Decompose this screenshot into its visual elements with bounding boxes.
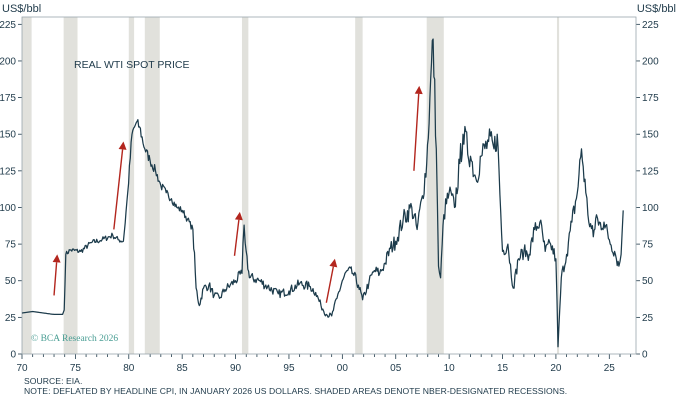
y-tick-left-label-200: 200 <box>0 56 16 67</box>
arrows-group <box>52 85 423 303</box>
y-tick-right-label-200: 200 <box>642 56 659 67</box>
x-tick-label-80: 80 <box>123 363 135 374</box>
x-tick-label-75: 75 <box>70 363 82 374</box>
y-tick-left-label-100: 100 <box>0 203 16 214</box>
x-tick-label-25: 25 <box>604 363 616 374</box>
red-arrow-shaft-4 <box>413 93 420 171</box>
y-tick-left-label-150: 150 <box>0 130 16 141</box>
recession-band-6 <box>426 17 444 354</box>
recession-band-1 <box>63 17 78 354</box>
source-note: SOURCE: EIA. <box>24 376 83 386</box>
x-axis-ticks: 70 75 80 85 90 95 00 05 10 15 20 25 <box>16 354 632 374</box>
y-tick-right-label-0: 0 <box>642 350 648 361</box>
red-arrow-head-3 <box>329 258 338 268</box>
y-tick-left-label-225: 225 <box>0 20 16 31</box>
y-axis-ticks: 0 0 25 25 50 50 75 75 100 100 125 125 150 150 175 175 20… <box>0 20 659 361</box>
y-tick-left-label-0: 0 <box>10 350 16 361</box>
red-arrow-head-1 <box>118 141 127 150</box>
right-axis-unit: US$/bbl <box>636 3 676 15</box>
y-tick-right-label-50: 50 <box>642 276 654 287</box>
red-arrow-shaft-3 <box>325 266 335 303</box>
y-tick-left-label-125: 125 <box>0 166 16 177</box>
y-tick-right-label-75: 75 <box>642 240 654 251</box>
recession-band-2 <box>128 17 135 354</box>
x-tick-label-70: 70 <box>16 363 28 374</box>
x-tick-label-05: 05 <box>390 363 402 374</box>
recession-shading-group <box>22 17 560 354</box>
x-tick-label-95: 95 <box>283 363 295 374</box>
recession-band-4 <box>241 17 249 354</box>
red-arrow-shaft-0 <box>53 262 58 296</box>
recession-band-5 <box>355 17 363 354</box>
y-tick-right-label-100: 100 <box>642 203 659 214</box>
y-tick-right-label-175: 175 <box>642 93 659 104</box>
red-arrow-1 <box>113 141 127 230</box>
y-tick-right-label-150: 150 <box>642 130 659 141</box>
y-tick-left-label-50: 50 <box>5 276 17 287</box>
red-arrow-head-4 <box>414 85 423 95</box>
red-arrow-4 <box>413 85 423 171</box>
recession-band-3 <box>144 17 160 354</box>
x-tick-label-10: 10 <box>444 363 456 374</box>
y-tick-left-label-175: 175 <box>0 93 16 104</box>
red-arrow-head-2 <box>234 211 243 221</box>
recession-band-0 <box>22 17 32 354</box>
red-arrow-shaft-1 <box>113 149 124 230</box>
x-tick-label-85: 85 <box>177 363 189 374</box>
y-tick-left-label-75: 75 <box>5 240 17 251</box>
x-tick-label-00: 00 <box>337 363 349 374</box>
left-axis-unit: US$/bbl <box>2 3 42 15</box>
y-tick-right-label-25: 25 <box>642 313 654 324</box>
x-tick-label-20: 20 <box>550 363 562 374</box>
y-tick-right-label-125: 125 <box>642 166 659 177</box>
x-tick-label-90: 90 <box>230 363 242 374</box>
wti-price-line <box>21 38 624 348</box>
footnote: NOTE: DEFLATED BY HEADLINE CPI, IN JANUA… <box>24 386 568 396</box>
y-tick-left-label-25: 25 <box>5 313 17 324</box>
credit-text: © BCA Research 2026 <box>31 333 118 344</box>
series-group <box>21 38 624 348</box>
red-arrow-head-0 <box>52 254 61 263</box>
red-arrow-shaft-2 <box>233 219 240 256</box>
y-tick-right-label-225: 225 <box>642 20 659 31</box>
x-tick-label-15: 15 <box>497 363 509 374</box>
red-arrow-2 <box>233 211 243 256</box>
recession-band-7 <box>556 17 560 354</box>
plot-frame <box>21 16 637 355</box>
red-arrow-0 <box>52 254 61 296</box>
red-arrow-3 <box>325 258 338 303</box>
chart-title: REAL WTI SPOT PRICE <box>74 59 190 71</box>
